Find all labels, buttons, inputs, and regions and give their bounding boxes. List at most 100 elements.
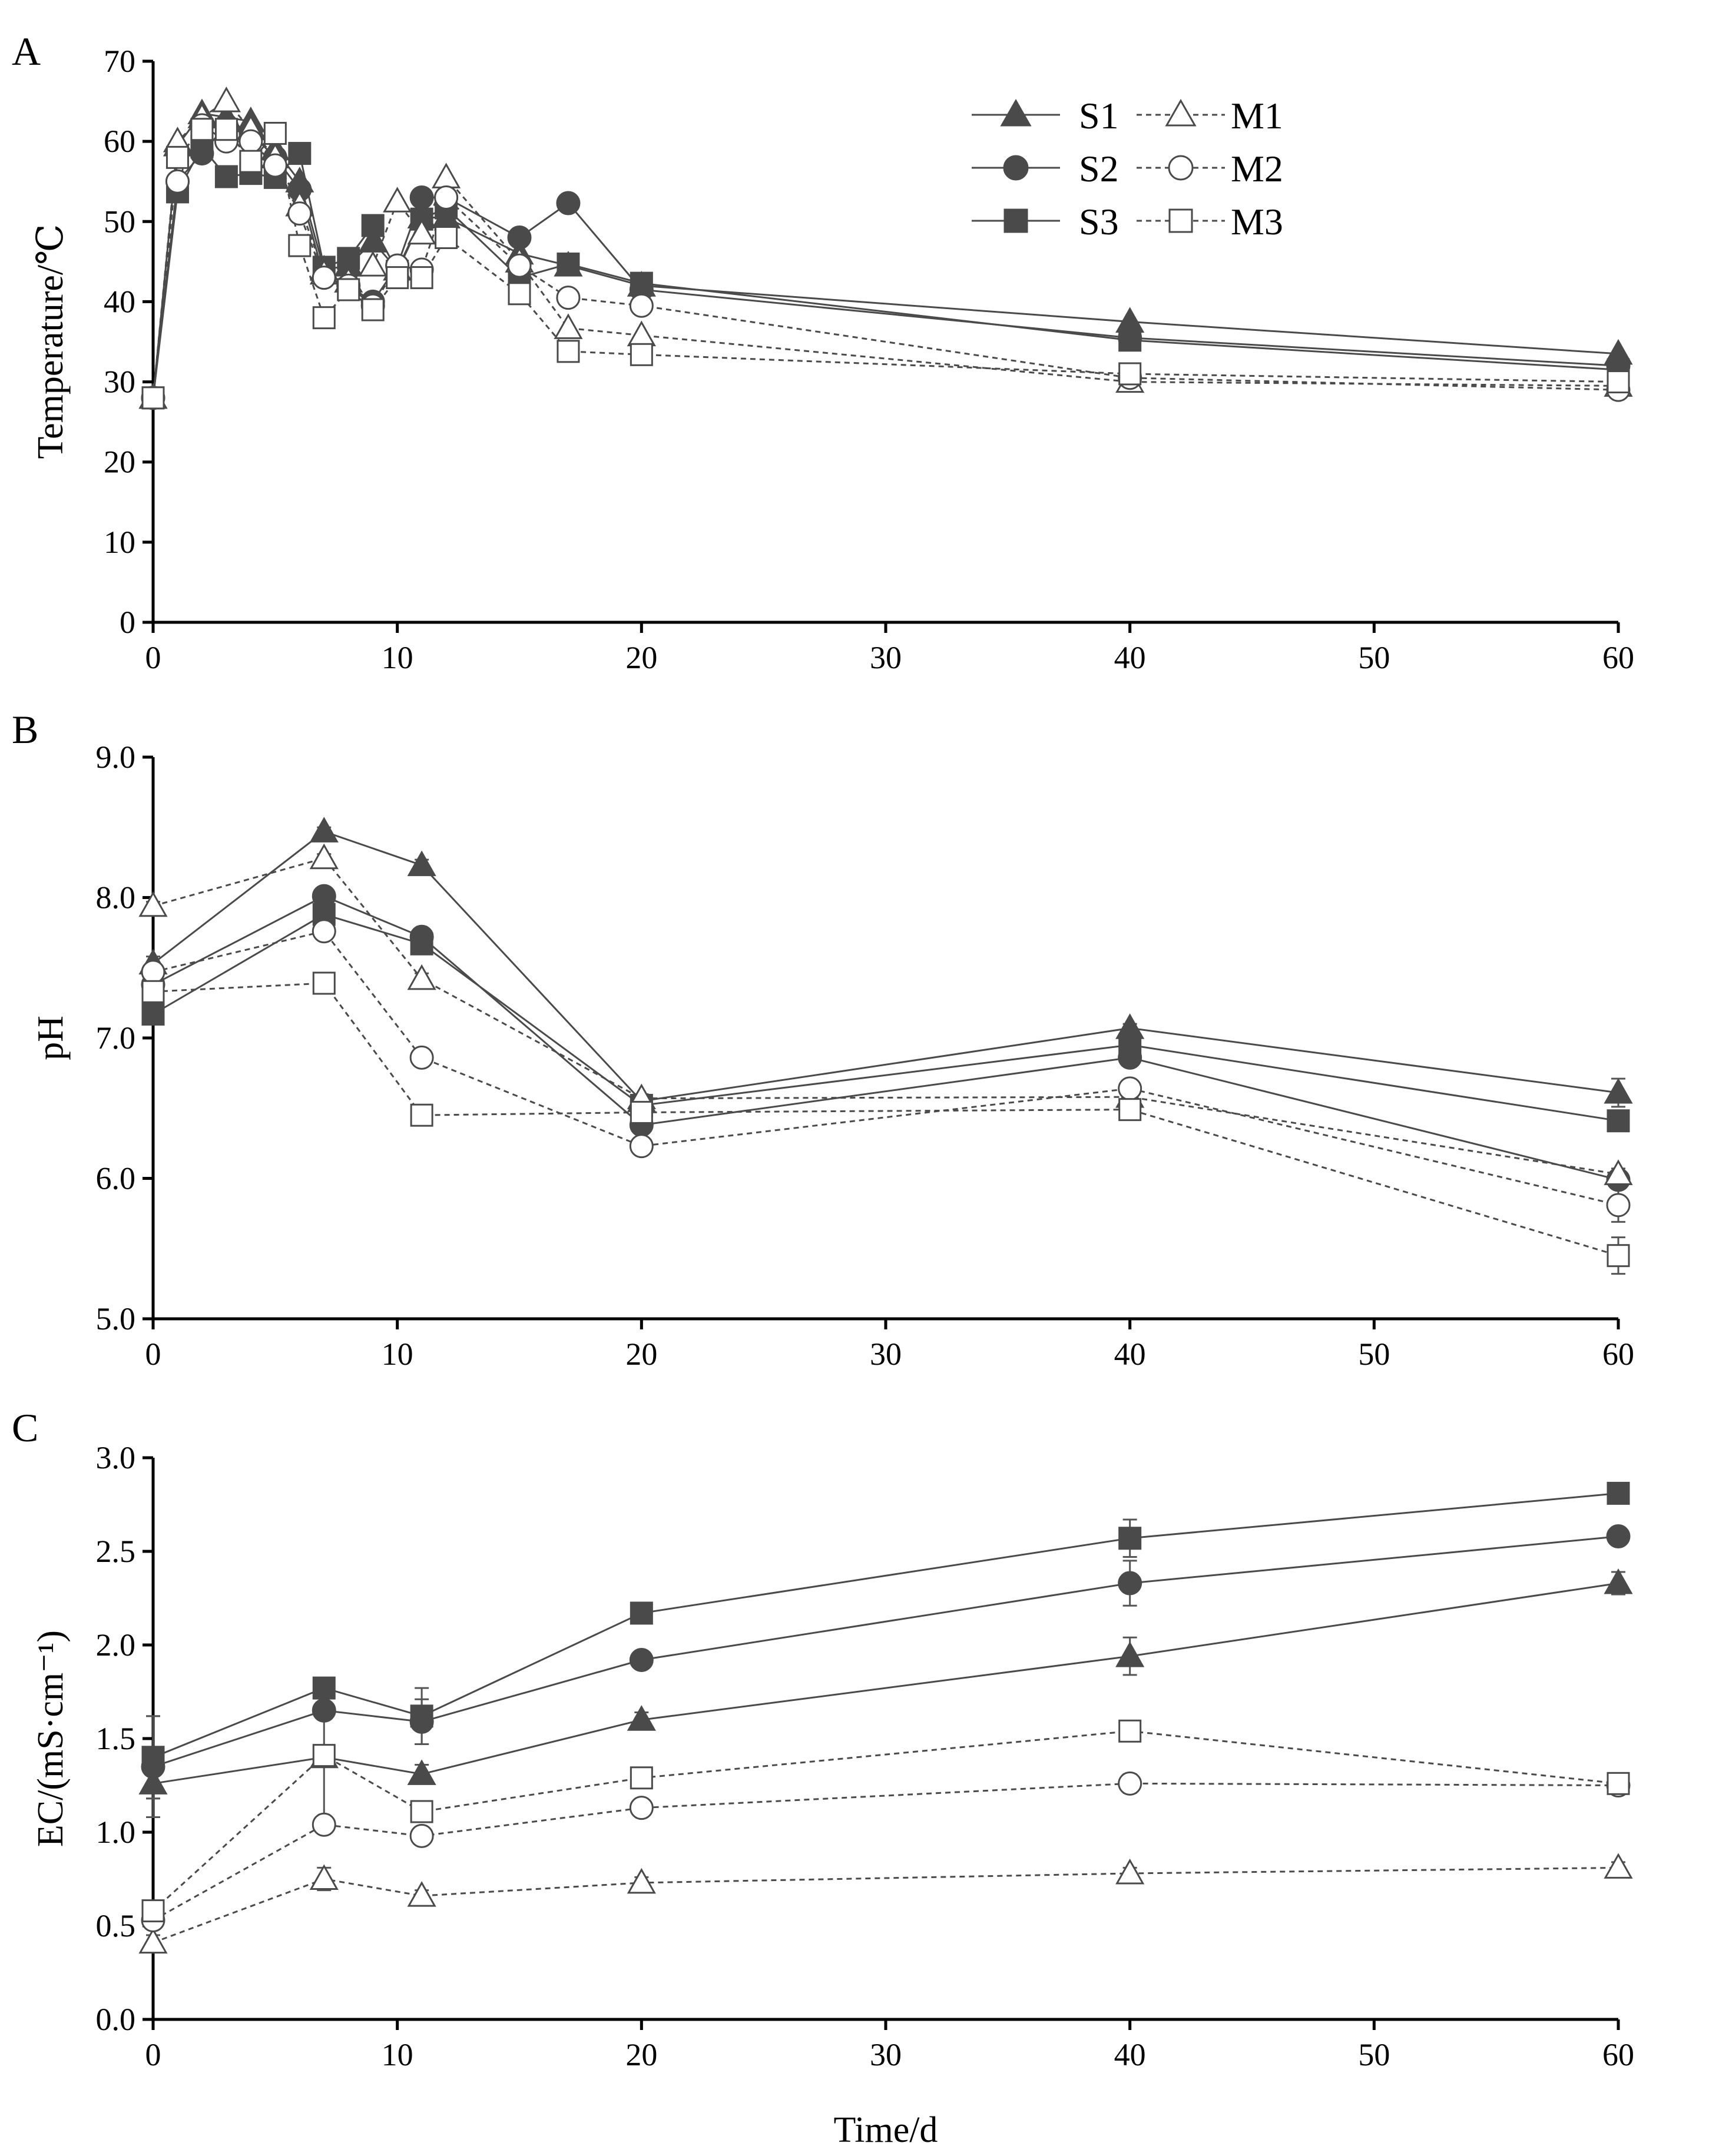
legend-label-s3: S3 — [1079, 201, 1119, 243]
panel-c-point-s3 — [410, 1704, 433, 1728]
legend-label-m1: M1 — [1231, 95, 1283, 137]
panel-c-series-m2-line — [153, 1782, 1619, 1921]
panel-a-point-m3 — [361, 298, 385, 321]
panel-a-y-ticks: 0 10 20 30 40 50 60 70 — [104, 44, 153, 640]
panel-a-x-tick-label: 10 — [382, 640, 413, 675]
legend: S1 S2 S3 M1 M2 — [972, 95, 1283, 243]
panel-a-point-m3 — [1607, 370, 1630, 394]
panel-c-ec-chart: C EC/(mS·cm⁻¹) 0 10 20 30 40 50 60 0.0 0.5 1.0 1.… — [12, 1405, 1634, 2072]
panel-c-y-tick-label: 1.0 — [96, 1815, 136, 1850]
panel-b-y-axis-title: pH — [31, 1016, 71, 1060]
panel-c-point-m1 — [407, 1881, 436, 1907]
panel-b-y-tick-label: 6.0 — [96, 1161, 136, 1196]
legend-marker-m3 — [1168, 208, 1193, 233]
panel-b-point-s1 — [407, 850, 436, 877]
panel-a-point-m2 — [263, 153, 287, 178]
panel-b-label: B — [12, 707, 38, 752]
panel-a-point-m3 — [557, 340, 580, 363]
panel-a-point-m2 — [629, 293, 654, 318]
panel-a-y-tick-label: 10 — [104, 525, 135, 560]
panel-a-point-m3 — [312, 306, 336, 330]
panel-b-x-tick-label: 60 — [1602, 1336, 1634, 1372]
legend-item-m3: M3 — [1137, 201, 1283, 243]
panel-a-x-tick-label: 40 — [1114, 640, 1146, 675]
panel-b-point-s3 — [410, 932, 433, 956]
panel-c-point-s1 — [627, 1705, 656, 1731]
panel-c-y-ticks: 0.0 0.5 1.0 1.5 2.0 2.5 3.0 — [96, 1440, 153, 2037]
panel-c-point-s3 — [1607, 1481, 1630, 1505]
panel-c-point-s3 — [141, 1746, 165, 1769]
panel-a-point-m3 — [508, 282, 531, 306]
legend-marker-m1 — [1165, 98, 1197, 127]
panel-a-point-m3 — [141, 386, 165, 410]
legend-label-s2: S2 — [1079, 148, 1119, 190]
panel-b-y-ticks: 5.0 6.0 7.0 8.0 9.0 — [96, 739, 153, 1336]
panel-b-series — [138, 817, 1633, 1268]
panel-a-series-m3-line — [152, 128, 1619, 398]
panel-c-point-m3 — [410, 1800, 433, 1823]
panel-b-series-m3-line — [153, 982, 1619, 1257]
panel-c-point-m1 — [309, 1864, 339, 1890]
panel-c-series-m1-line — [153, 1866, 1619, 1944]
panel-b-point-s3 — [1118, 1033, 1142, 1057]
panel-c-y-tick-label: 0.0 — [96, 2002, 136, 2037]
panel-c-x-tick-label: 20 — [625, 2037, 657, 2072]
panel-b-point-m3 — [141, 980, 165, 1003]
legend-marker-s2 — [1003, 155, 1029, 181]
panel-a-y-tick-label: 20 — [104, 445, 135, 480]
panel-c-series-m3-line — [152, 1730, 1619, 1912]
panel-a-point-m3 — [288, 234, 312, 257]
panel-c-x-ticks: 0 10 20 30 40 50 60 — [145, 2019, 1634, 2072]
panel-b-point-m1 — [309, 843, 339, 870]
panel-b-point-m1 — [407, 964, 436, 990]
panel-a-point-s2 — [409, 185, 434, 210]
panel-b-series-m2-line — [153, 930, 1619, 1206]
panel-c-y-tick-label: 2.0 — [96, 1627, 136, 1663]
panel-a-x-tick-label: 50 — [1358, 640, 1390, 675]
panel-b-y-tick-label: 7.0 — [96, 1020, 136, 1056]
panel-c-x-tick-label: 40 — [1114, 2037, 1146, 2072]
panel-a-point-m1 — [432, 162, 461, 188]
panel-a-x-tick-label: 30 — [870, 640, 902, 675]
panel-a-point-s3 — [337, 247, 360, 270]
panel-b-point-m3 — [1118, 1098, 1142, 1122]
legend-marker-s3 — [1003, 208, 1028, 233]
panel-c-series-s3-line — [153, 1492, 1619, 1759]
panel-b-point-m3 — [312, 971, 336, 995]
panel-a-x-ticks: 0 10 20 30 40 50 60 — [145, 622, 1634, 675]
panel-b-y-tick-label: 9.0 — [96, 739, 136, 775]
panel-a-point-m1 — [554, 313, 583, 339]
panel-a-point-m3 — [239, 150, 263, 173]
panel-a-point-m3 — [386, 266, 409, 290]
panel-a-point-m2 — [507, 253, 532, 278]
panel-c-y-tick-label: 2.5 — [96, 1534, 136, 1569]
panel-b-x-tick-label: 0 — [145, 1336, 161, 1372]
legend-item-m2: M2 — [1137, 148, 1283, 190]
panel-c-point-s1 — [138, 1769, 168, 1795]
legend-marker-m2 — [1168, 155, 1194, 181]
panel-c-point-s3 — [630, 1601, 653, 1625]
panel-b-point-m2 — [409, 1045, 434, 1070]
panel-a-point-m2 — [312, 266, 336, 290]
panel-a-point-m3 — [410, 266, 433, 290]
panel-c-point-m2 — [629, 1796, 654, 1820]
panel-c-point-m2 — [409, 1823, 434, 1848]
panel-c-point-s2 — [312, 1698, 336, 1723]
panel-a-point-m1 — [627, 320, 656, 347]
panel-c-x-tick-label: 0 — [145, 2037, 161, 2072]
panel-c-point-s3 — [312, 1676, 336, 1700]
panel-c-point-s1 — [407, 1759, 436, 1785]
panel-a-y-tick-label: 50 — [104, 204, 135, 239]
panel-c-y-tick-label: 1.5 — [96, 1721, 136, 1756]
panel-b-point-s3 — [1607, 1109, 1630, 1133]
panel-a-point-s3 — [288, 142, 312, 165]
panel-b-error-bars — [146, 826, 1625, 1275]
panel-b-point-m2 — [1606, 1193, 1631, 1218]
panel-c-y-tick-label: 0.5 — [96, 1908, 136, 1943]
panel-a-temperature-chart: A Temperature/℃ 0 10 20 30 40 50 60 0 10 20 30 40 5… — [12, 29, 1634, 675]
panel-c-x-tick-label: 10 — [382, 2037, 413, 2072]
panel-a-series — [138, 87, 1633, 410]
panel-b-point-s1 — [1604, 1077, 1633, 1104]
panel-c-point-s2 — [629, 1647, 654, 1672]
panel-a-point-m1 — [211, 87, 241, 112]
